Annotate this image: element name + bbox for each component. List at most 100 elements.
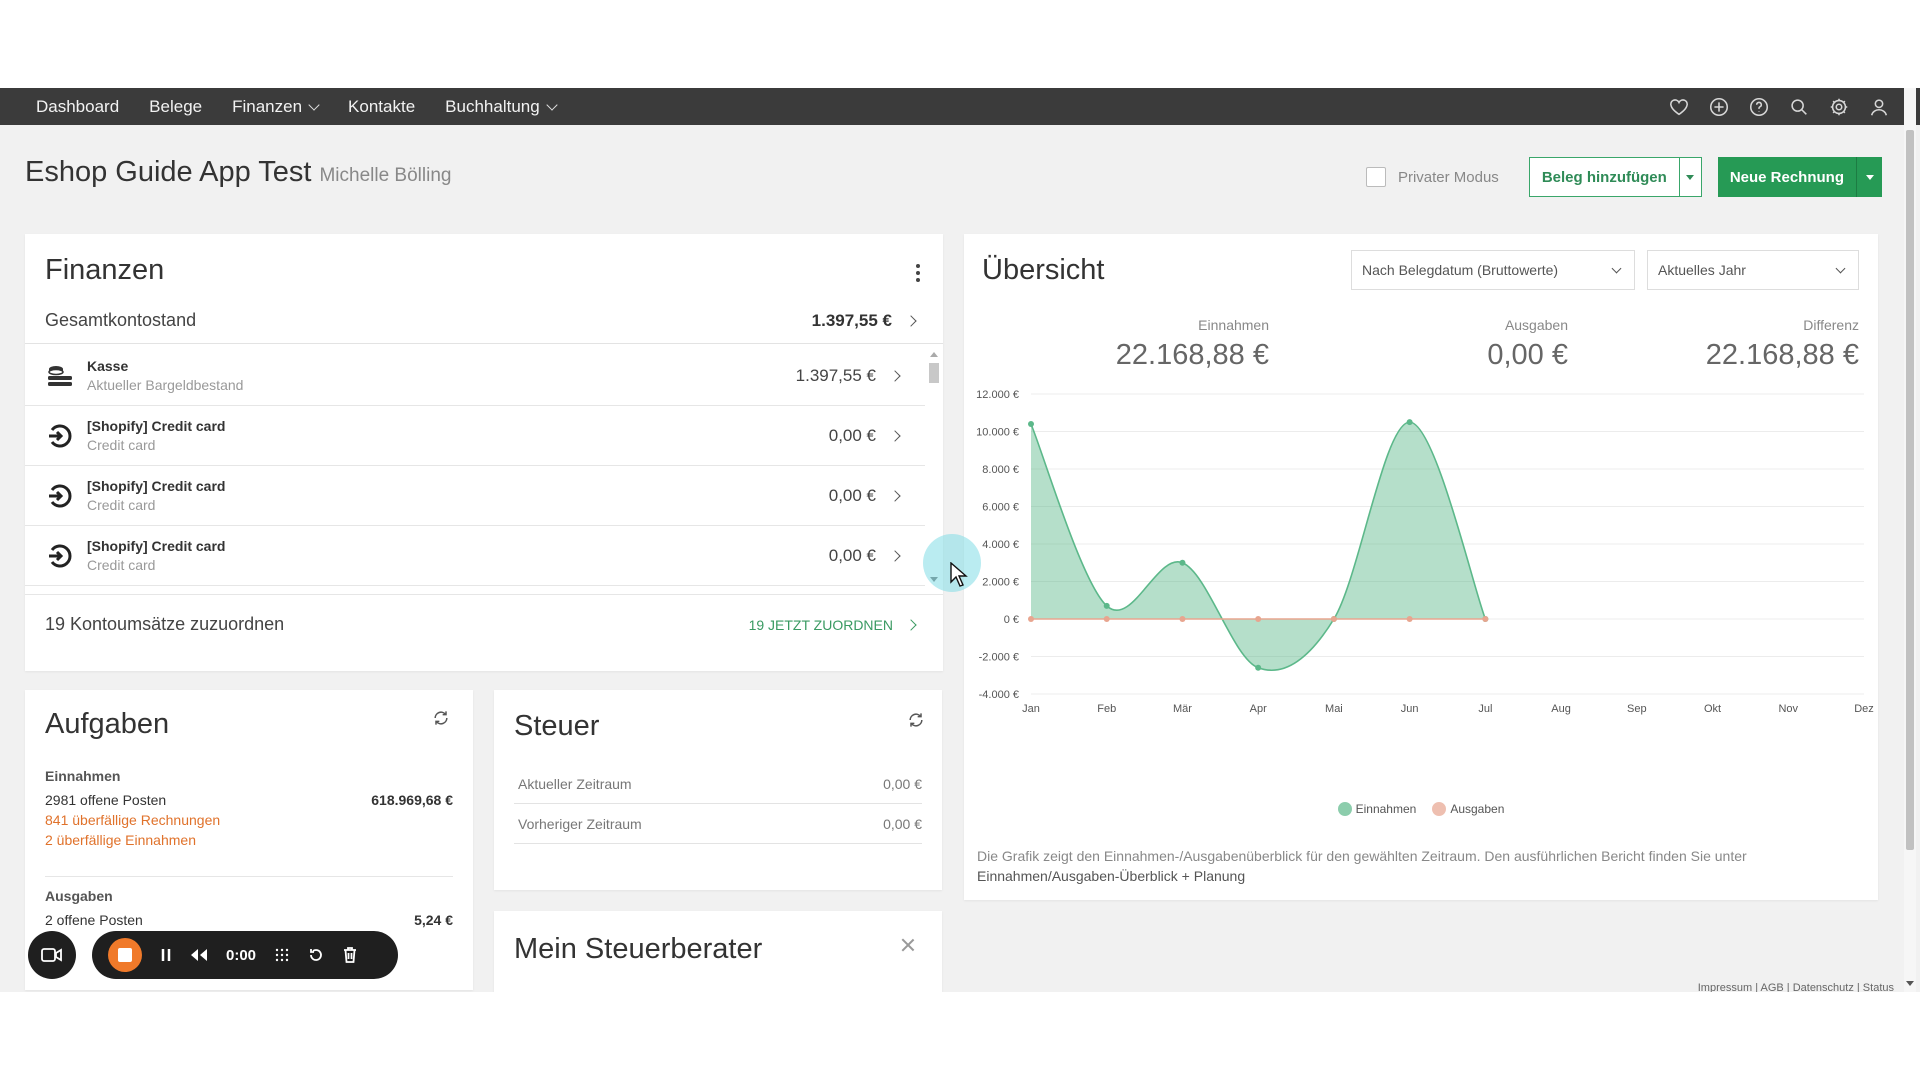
tax-row-current[interactable]: Aktueller Zeitraum 0,00 €: [514, 764, 922, 804]
private-mode-checkbox[interactable]: [1365, 167, 1386, 187]
kpi-label: Differenz: [1803, 317, 1859, 333]
tax-row-label: Aktueller Zeitraum: [518, 775, 632, 792]
open-items-row[interactable]: 2981 offene Posten 618.969,68 €: [45, 792, 453, 808]
scroll-thumb[interactable]: [929, 363, 939, 383]
kpi-label: Ausgaben: [1504, 317, 1568, 333]
add-receipt-button[interactable]: Beleg hinzufügen: [1541, 168, 1667, 186]
data-point: [1482, 616, 1489, 622]
plus-circle-icon[interactable]: [1708, 96, 1730, 118]
nav-buchhaltung[interactable]: Buchhaltung: [430, 97, 571, 117]
tax-row-value: 0,00 €: [883, 775, 922, 792]
search-icon[interactable]: [1788, 96, 1810, 118]
rewind-icon[interactable]: [190, 948, 208, 962]
overdue-invoices-link[interactable]: 841 überfällige Rechnungen: [45, 812, 453, 828]
expense-open-amount: 5,24 €: [414, 912, 453, 928]
account-row-kasse[interactable]: Kasse Aktueller Bargeldbestand 1.397,55 €: [25, 346, 925, 406]
y-tick-label: 10.000 €: [976, 427, 1019, 439]
date-mode-value: Nach Belegdatum (Bruttowerte): [1362, 262, 1559, 278]
add-receipt-dropdown[interactable]: [1678, 158, 1701, 196]
kpi-differenz: Differenz 22.168,88 €: [1706, 317, 1859, 372]
nav-label: Finanzen: [232, 96, 303, 116]
x-tick-label: Jan: [1022, 703, 1040, 715]
total-balance-row[interactable]: Gesamtkontostand 1.397,55 €: [25, 298, 943, 344]
total-balance-value: 1.397,55 €: [811, 310, 892, 330]
assign-transactions-row: 19 Kontoumsätze zuzuordnen 19 JETZT ZUOR…: [25, 594, 943, 654]
chevron-right-icon: [889, 549, 901, 562]
stop-recording-button[interactable]: [108, 938, 142, 972]
legend-label: Einnahmen: [1355, 802, 1417, 816]
overdue-invoices-label: 841 überfällige Rechnungen: [45, 812, 221, 828]
page-scrollbar[interactable]: [1904, 88, 1916, 992]
top-navigation: Dashboard Belege Finanzen Kontakte Buchh…: [0, 88, 1920, 125]
income-expense-chart: 12.000 € 10.000 € 8.000 € 6.000 € 4.000 € 2.0…: [964, 374, 1878, 799]
account-row-shopify[interactable]: [Shopify] Credit card Credit card 0,00 €: [25, 466, 925, 526]
date-mode-select[interactable]: Nach Belegdatum (Bruttowerte): [1351, 250, 1635, 290]
assign-now-link[interactable]: 19 JETZT ZUORDNEN: [748, 616, 893, 633]
data-point: [1028, 616, 1034, 622]
legend-swatch: [1337, 802, 1352, 816]
period-select[interactable]: Aktuelles Jahr: [1647, 250, 1859, 290]
nav-label: Buchhaltung: [445, 96, 540, 116]
grid-icon[interactable]: [274, 947, 290, 963]
account-name: [Shopify] Credit card: [87, 418, 226, 434]
legend-label: Ausgaben: [1450, 802, 1505, 816]
kpi-label: Einnahmen: [1198, 317, 1269, 333]
private-mode-toggle[interactable]: Privater Modus: [1365, 167, 1499, 187]
more-options-icon[interactable]: [916, 264, 920, 282]
account-row-shopify[interactable]: [Shopify] Credit card Credit card 0,00 €: [25, 526, 925, 586]
finanzen-card: Finanzen Gesamtkontostand 1.397,55 € Kas…: [25, 234, 943, 671]
refresh-icon[interactable]: [906, 710, 926, 730]
camera-icon[interactable]: [28, 931, 76, 979]
account-subtitle: Credit card: [87, 497, 156, 513]
data-point: [1179, 616, 1186, 622]
new-invoice-dropdown[interactable]: [1856, 157, 1882, 197]
chevron-right-icon: [889, 369, 901, 382]
new-invoice-button-group: Neue Rechnung: [1717, 157, 1882, 197]
scroll-up-icon: [930, 352, 938, 357]
recording-toolbar: 0:00: [92, 931, 398, 979]
y-tick-label: 6.000 €: [982, 502, 1019, 514]
close-icon[interactable]: [900, 937, 916, 953]
data-point: [1330, 616, 1337, 622]
legend-item-ausgaben[interactable]: Ausgaben: [1432, 802, 1504, 816]
y-tick-label: 8.000 €: [982, 464, 1019, 476]
assign-transactions-label: 19 Kontoumsätze zuzuordnen: [45, 614, 285, 634]
kpi-value: 0,00 €: [1487, 339, 1568, 371]
user-icon[interactable]: [1868, 96, 1890, 118]
expense-open-items-row[interactable]: 2 offene Posten 5,24 €: [45, 912, 453, 928]
app-window: Dashboard Belege Finanzen Kontakte Buchh…: [0, 88, 1920, 992]
divider: [45, 876, 453, 877]
overdue-income-link[interactable]: 2 überfällige Einnahmen: [45, 832, 453, 848]
shopify-sync-icon: [45, 421, 75, 451]
chevron-right-icon: [905, 618, 917, 631]
nav-finanzen[interactable]: Finanzen: [217, 97, 333, 117]
caret-down-icon: [1865, 174, 1874, 180]
cash-stack-icon: [45, 361, 75, 391]
report-link[interactable]: Einnahmen/Ausgaben-Überblick + Planung: [977, 868, 1246, 884]
gear-icon[interactable]: [1828, 96, 1850, 118]
pause-icon[interactable]: [160, 948, 172, 962]
nav-dashboard[interactable]: Dashboard: [0, 97, 134, 117]
scroll-thumb[interactable]: [1906, 130, 1914, 850]
series-area-einnahmen: [1031, 422, 1486, 671]
page-title: Eshop Guide App Test: [25, 156, 312, 188]
open-items-amount: 618.969,68 €: [371, 792, 453, 808]
legend-item-einnahmen[interactable]: Einnahmen: [1337, 802, 1417, 816]
nav-belege[interactable]: Belege: [134, 97, 217, 117]
chart-description-text: Die Grafik zeigt den Einnahmen-/Ausgaben…: [977, 848, 1747, 864]
new-invoice-button[interactable]: Neue Rechnung: [1729, 168, 1844, 186]
expense-section-header: Ausgaben: [45, 888, 113, 904]
account-row-shopify[interactable]: [Shopify] Credit card Credit card 0,00 €: [25, 406, 925, 466]
trash-icon[interactable]: [342, 946, 358, 964]
heart-icon[interactable]: [1668, 96, 1690, 118]
chevron-right-icon: [905, 314, 917, 327]
chart-canvas: 12.000 € 10.000 € 8.000 € 6.000 € 4.000 € 2.0…: [976, 389, 1874, 715]
nav-kontakte[interactable]: Kontakte: [333, 97, 430, 117]
help-icon[interactable]: [1748, 96, 1770, 118]
tax-row-previous[interactable]: Vorheriger Zeitraum 0,00 €: [514, 804, 922, 844]
restart-icon[interactable]: [308, 947, 324, 963]
x-tick-label: Dez: [1854, 703, 1874, 715]
y-tick-label: 0 €: [1004, 614, 1019, 626]
refresh-icon[interactable]: [431, 708, 451, 728]
footer-links[interactable]: Impressum | AGB | Datenschutz | Status: [1697, 982, 1894, 992]
